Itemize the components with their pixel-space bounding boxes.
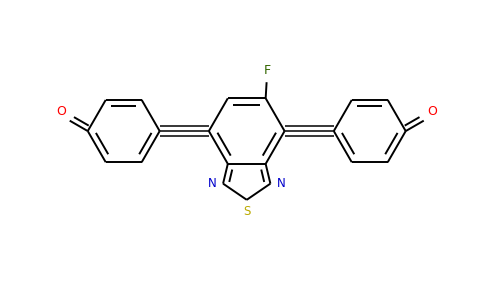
Text: S: S	[243, 205, 250, 218]
Text: O: O	[427, 105, 438, 118]
Text: F: F	[264, 64, 271, 77]
Text: N: N	[208, 177, 216, 190]
Text: N: N	[277, 177, 286, 190]
Text: O: O	[56, 105, 66, 118]
